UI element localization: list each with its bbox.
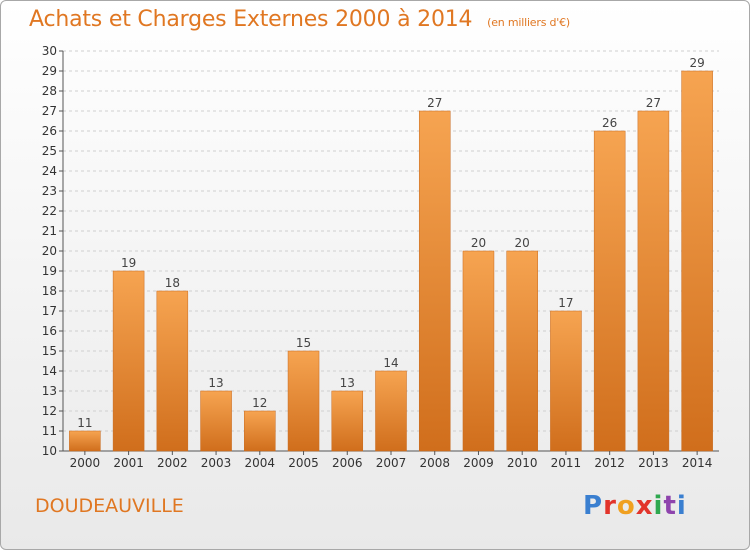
y-tick-label: 30	[42, 44, 57, 58]
y-tick-label: 14	[42, 364, 57, 378]
data-label-2013: 27	[646, 96, 661, 110]
proxiti-logo: Proxiti	[583, 491, 687, 521]
data-label-2001: 19	[121, 256, 136, 270]
chart-title-text: Achats et Charges Externes 2000 à 2014	[29, 7, 473, 32]
bar-2011	[550, 310, 582, 452]
x-tick-label-2007: 2007	[376, 456, 407, 470]
chart-title: Achats et Charges Externes 2000 à 2014 (…	[29, 7, 570, 32]
x-tick-label-2014: 2014	[682, 456, 713, 470]
x-tick-label-2012: 2012	[594, 456, 625, 470]
logo-letter-2: r	[603, 491, 617, 521]
data-label-2012: 26	[602, 116, 617, 130]
logo-letter-7: i	[676, 491, 687, 521]
x-tick-label-2011: 2011	[551, 456, 582, 470]
logo-letter-4: x	[635, 491, 654, 521]
data-label-2014: 29	[689, 56, 704, 70]
x-tick-label-2008: 2008	[419, 456, 450, 470]
bar-2009	[462, 250, 495, 452]
data-label-2005: 15	[296, 336, 311, 350]
data-label-2009: 20	[471, 236, 486, 250]
data-label-2002: 18	[165, 276, 180, 290]
bar-2014	[681, 70, 713, 452]
logo-letter-3: o	[616, 491, 636, 521]
logo-letter-1: P	[583, 491, 604, 521]
bar-2007	[375, 370, 407, 452]
x-tick-label-2002: 2002	[157, 456, 188, 470]
bar-2013	[637, 110, 670, 452]
y-tick-label: 21	[42, 224, 57, 238]
logo-letter-6: t	[663, 491, 677, 521]
x-tick-label-2006: 2006	[332, 456, 363, 470]
y-tick-label: 17	[42, 304, 57, 318]
x-tick-label-2010: 2010	[507, 456, 538, 470]
bar-2008	[418, 110, 451, 452]
y-tick-label: 26	[42, 124, 57, 138]
x-tick-label-2001: 2001	[113, 456, 144, 470]
data-label-2000: 11	[77, 416, 92, 430]
y-tick-label: 23	[42, 184, 57, 198]
y-tick-label: 28	[42, 84, 57, 98]
bar-2002	[156, 290, 189, 452]
bar-2005	[287, 350, 320, 452]
logo-letter-5: i	[653, 491, 664, 521]
bar-2003	[200, 390, 232, 452]
bar-2006	[331, 390, 364, 452]
data-label-2003: 13	[208, 376, 223, 390]
x-tick-label-2000: 2000	[70, 456, 101, 470]
data-label-2006: 13	[340, 376, 355, 390]
bar-2004	[244, 410, 276, 452]
commune-name: DOUDEAUVILLE	[35, 495, 184, 517]
x-tick-label-2005: 2005	[288, 456, 319, 470]
bar-2012	[593, 130, 626, 452]
x-tick-label-2003: 2003	[201, 456, 232, 470]
data-label-2008: 27	[427, 96, 442, 110]
y-tick-label: 25	[42, 144, 57, 158]
y-tick-label: 15	[42, 344, 57, 358]
y-tick-label: 20	[42, 244, 57, 258]
chart-subtitle: (en milliers d'€)	[487, 16, 571, 29]
bar-2001	[112, 270, 145, 452]
y-tick-label: 27	[42, 104, 57, 118]
data-label-2007: 14	[383, 356, 398, 370]
x-tick-label-2004: 2004	[245, 456, 276, 470]
y-tick-label: 12	[42, 404, 57, 418]
y-tick-label: 10	[42, 444, 57, 458]
y-tick-label: 13	[42, 384, 57, 398]
y-tick-label: 18	[42, 284, 57, 298]
data-label-2010: 20	[515, 236, 530, 250]
y-tick-label: 11	[42, 424, 57, 438]
bar-2000	[69, 430, 101, 452]
bar-2010	[506, 250, 538, 452]
x-tick-label-2009: 2009	[463, 456, 494, 470]
data-label-2011: 17	[558, 296, 573, 310]
data-label-2004: 12	[252, 396, 267, 410]
y-tick-label: 29	[42, 64, 57, 78]
y-tick-label: 22	[42, 204, 57, 218]
y-tick-label: 19	[42, 264, 57, 278]
y-tick-label: 16	[42, 324, 57, 338]
x-tick-label-2013: 2013	[638, 456, 669, 470]
y-tick-label: 24	[42, 164, 57, 178]
